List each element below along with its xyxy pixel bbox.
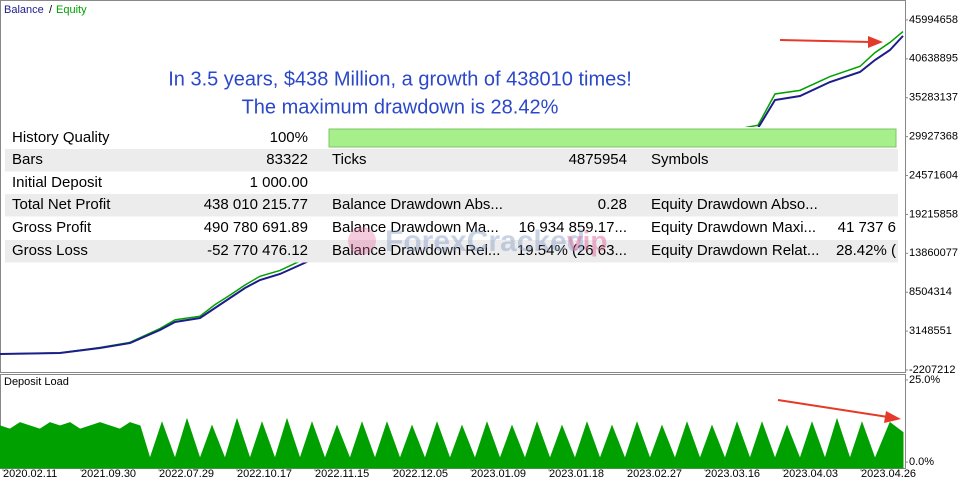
annotation: In 3.5 years, $438 Million, a growth of …: [168, 68, 632, 90]
table-row: [5, 194, 898, 217]
table-value: 19.54% (26 63...: [517, 242, 627, 259]
y-tick-label: 19215858: [909, 208, 958, 220]
x-tick-label: 2023.01.18: [549, 468, 604, 480]
table-value: -52 770 476.12: [207, 242, 308, 259]
watermark: ForexCracked: [385, 225, 585, 258]
x-tick-label: 2023.03.16: [705, 468, 760, 480]
table-row: [5, 240, 898, 263]
x-tick-label: 2023.04.03: [783, 468, 838, 480]
y-tick-label: 24571604: [909, 169, 958, 181]
series-line: [0, 35, 904, 355]
table-label: Gross Loss: [12, 242, 88, 259]
legend-balance: Balance: [4, 4, 44, 16]
arrow-head: [884, 411, 901, 423]
y-tick-label: 25.0%: [909, 374, 940, 386]
table-label: Total Net Profit: [12, 196, 111, 213]
table-label: Balance Drawdown Abs...: [332, 196, 503, 213]
x-tick-label: 2022.11.15: [315, 468, 369, 480]
table-value: 100%: [270, 129, 308, 146]
panel-title: Deposit Load: [4, 376, 69, 388]
x-tick-label: 2021.09.30: [81, 468, 136, 480]
watermark-logo: [348, 227, 376, 255]
table-label: Symbols: [651, 151, 709, 168]
legend-equity: Equity: [56, 4, 87, 16]
table-label: Equity Drawdown Abso...: [651, 196, 818, 213]
table-label: Equity Drawdown Relat...: [651, 242, 819, 259]
arrow: [777, 399, 889, 418]
table-value: 4875954: [569, 151, 627, 168]
table-label: Gross Profit: [12, 219, 92, 236]
y-tick-label: 0.0%: [909, 456, 934, 468]
y-tick-label: 8504314: [909, 286, 952, 298]
table-label: Equity Drawdown Maxi...: [651, 219, 816, 236]
table-label: Ticks: [332, 151, 366, 168]
y-tick-label: 13860077: [909, 247, 958, 259]
x-tick-label: 2023.04.26: [861, 468, 916, 480]
watermark: vip: [567, 225, 607, 256]
table-label: History Quality: [12, 129, 110, 146]
x-tick-label: 2023.01.09: [471, 468, 526, 480]
table-label: Initial Deposit: [12, 174, 103, 191]
table-value: 28.42% (: [836, 242, 896, 259]
y-tick-label: 29927368: [909, 131, 958, 143]
table-label: Balance Drawdown Ma...: [332, 219, 499, 236]
annotation: The maximum drawdown is 28.42%: [242, 96, 559, 118]
balance-panel: [0, 0, 906, 373]
table-row: [5, 149, 898, 172]
x-tick-label: 2020.02.11: [3, 468, 57, 480]
legend-separator: /: [49, 4, 53, 16]
table-value: 16 934 859.17...: [519, 219, 627, 236]
arrow: [779, 39, 871, 43]
table-value: 438 010 215.77: [204, 196, 308, 213]
table-value: 490 780 691.89: [204, 219, 308, 236]
table-value: 41 737 6: [838, 219, 896, 236]
table-value: 83322: [266, 151, 308, 168]
x-tick-label: 2023.02.27: [627, 468, 682, 480]
table-value: 0.28: [598, 196, 627, 213]
table-label: Bars: [12, 151, 43, 168]
x-tick-label: 2022.12.05: [393, 468, 448, 480]
arrow-head: [868, 36, 883, 48]
x-tick-label: 2022.10.17: [237, 468, 292, 480]
deposit-load-area: [0, 417, 904, 469]
quality-bar: [328, 128, 897, 148]
y-tick-label: 40638895: [909, 53, 958, 65]
y-tick-label: 35283137: [909, 92, 958, 104]
table-label: Balance Drawdown Rel...: [332, 242, 500, 259]
table-value: 1 000.00: [250, 174, 308, 191]
y-tick-label: 3148551: [909, 325, 952, 337]
x-tick-label: 2022.07.29: [159, 468, 214, 480]
y-tick-label: -2207212: [909, 364, 956, 376]
y-tick-label: 45994658: [909, 14, 958, 26]
